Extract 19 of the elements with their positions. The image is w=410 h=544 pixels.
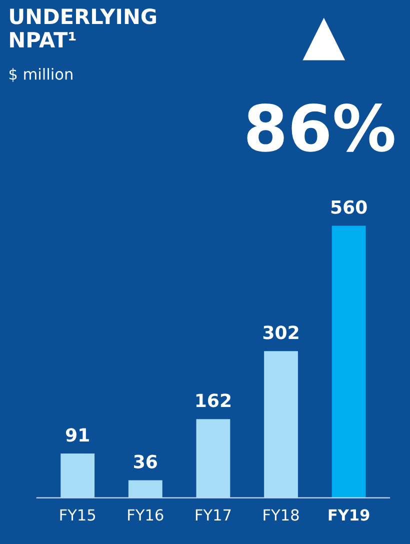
bar	[332, 226, 366, 498]
data-label: 162	[196, 394, 230, 408]
data-label: 91	[66, 428, 89, 442]
data-label: 36	[134, 454, 157, 468]
x-tick-label: FY17	[196, 509, 231, 520]
bar	[196, 419, 230, 498]
data-label: 302	[263, 326, 298, 340]
x-tick-label: FY15	[60, 509, 96, 521]
text: 86%	[247, 103, 394, 152]
x-tick-label: FY16	[128, 509, 164, 521]
chart-subtitle: $ million	[9, 68, 72, 82]
bar	[60, 454, 95, 498]
text: ▲	[302, 18, 346, 60]
data-label: 560	[331, 200, 367, 214]
x-tick-label: FY19	[328, 509, 370, 521]
chart-title: UNDERLYING NPAT¹	[10, 8, 156, 48]
bar	[264, 351, 298, 498]
x-tick-label: FY18	[264, 509, 299, 521]
bar	[128, 480, 162, 498]
